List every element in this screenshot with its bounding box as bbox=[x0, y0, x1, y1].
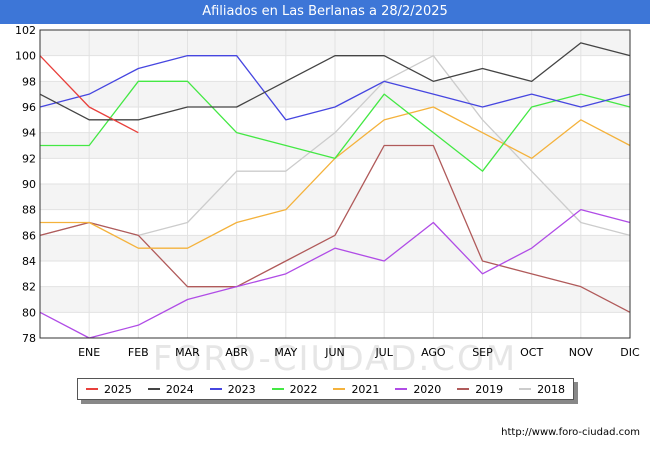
legend-swatch bbox=[209, 388, 222, 390]
series-line-2020 bbox=[39, 209, 631, 339]
legend-label: 2020 bbox=[413, 382, 442, 396]
legend-label: 2024 bbox=[165, 382, 194, 396]
x-axis-ticks: ENE FEB MAR ABR MAY JUN JUL AGO SEP OCT NOV DIC bbox=[78, 346, 640, 359]
legend-item-2022: 2022 bbox=[271, 382, 318, 396]
legend: 2025 2024 2023 2022 2021 2020 2019 2018 bbox=[77, 378, 574, 400]
y-tick-label: 84 bbox=[22, 255, 36, 268]
legend-label: 2023 bbox=[227, 382, 256, 396]
legend-label: 2019 bbox=[475, 382, 504, 396]
legend-label: 2022 bbox=[289, 382, 318, 396]
legend-label: 2025 bbox=[103, 382, 132, 396]
watermark: FORO-CIUDAD.COM bbox=[153, 339, 517, 378]
legend-swatch bbox=[333, 388, 346, 390]
y-tick-label: 88 bbox=[22, 204, 36, 217]
legend-item-2019: 2019 bbox=[457, 383, 503, 396]
x-tick-label: NOV bbox=[569, 346, 594, 359]
legend-label: 2018 bbox=[537, 382, 566, 396]
x-tick-label: ENE bbox=[78, 346, 100, 359]
line-chart: FORO-CIUDAD.COM 78 80 82 84 86 88 90 92 94 96 98 10… bbox=[15, 24, 640, 378]
x-tick-label: JUN bbox=[324, 346, 345, 359]
y-tick-label: 78 bbox=[22, 332, 36, 345]
y-tick-label: 102 bbox=[15, 24, 36, 37]
legend-item-2024: 2024 bbox=[147, 382, 194, 396]
series-line-2023 bbox=[39, 55, 631, 121]
x-tick-label: MAY bbox=[274, 346, 297, 359]
series-line-2019 bbox=[39, 144, 631, 313]
legend-item-2020: 2020 bbox=[395, 383, 441, 396]
y-tick-label: 100 bbox=[15, 50, 36, 63]
legend-swatch bbox=[457, 388, 470, 390]
y-tick-label: 92 bbox=[22, 152, 36, 165]
y-tick-label: 80 bbox=[22, 306, 36, 319]
y-tick-label: 98 bbox=[22, 75, 36, 88]
legend-item-2025: 2025 bbox=[85, 382, 132, 396]
y-axis-ticks: 78 80 82 84 86 88 90 92 94 96 98 100 102 bbox=[15, 24, 36, 345]
chart-title: Afiliados en Las Berlanas a 28/2/2025 bbox=[0, 0, 650, 24]
y-tick-label: 86 bbox=[22, 229, 36, 242]
legend-item-2018: 2018 bbox=[519, 383, 565, 396]
legend-swatch bbox=[271, 388, 284, 390]
x-tick-label: OCT bbox=[520, 346, 543, 359]
legend-swatch bbox=[395, 388, 408, 390]
y-tick-label: 94 bbox=[22, 127, 36, 140]
y-tick-label: 90 bbox=[22, 178, 36, 191]
series-line-2024 bbox=[39, 42, 631, 121]
series-lines bbox=[39, 42, 631, 339]
legend-swatch bbox=[85, 388, 98, 390]
plot-border bbox=[39, 29, 631, 339]
x-tick-label: JUL bbox=[374, 346, 393, 359]
x-tick-label: MAR bbox=[175, 346, 200, 359]
source-url: http://www.foro-ciudad.com bbox=[501, 427, 640, 438]
y-tick-label: 96 bbox=[22, 101, 36, 114]
legend-swatch bbox=[147, 388, 160, 390]
legend-label: 2021 bbox=[351, 382, 380, 396]
legend-swatch bbox=[519, 388, 532, 390]
legend-item-2023: 2023 bbox=[209, 382, 256, 396]
series-line-2022 bbox=[40, 80, 631, 172]
x-tick-label: ABR bbox=[225, 346, 248, 359]
y-tick-label: 82 bbox=[22, 281, 36, 294]
series-line-2025 bbox=[39, 55, 139, 134]
x-tick-label: FEB bbox=[128, 346, 149, 359]
legend-item-2021: 2021 bbox=[333, 383, 379, 396]
x-tick-label: DIC bbox=[620, 346, 640, 359]
x-tick-label: SEP bbox=[472, 346, 493, 359]
x-tick-label: AGO bbox=[421, 346, 446, 359]
